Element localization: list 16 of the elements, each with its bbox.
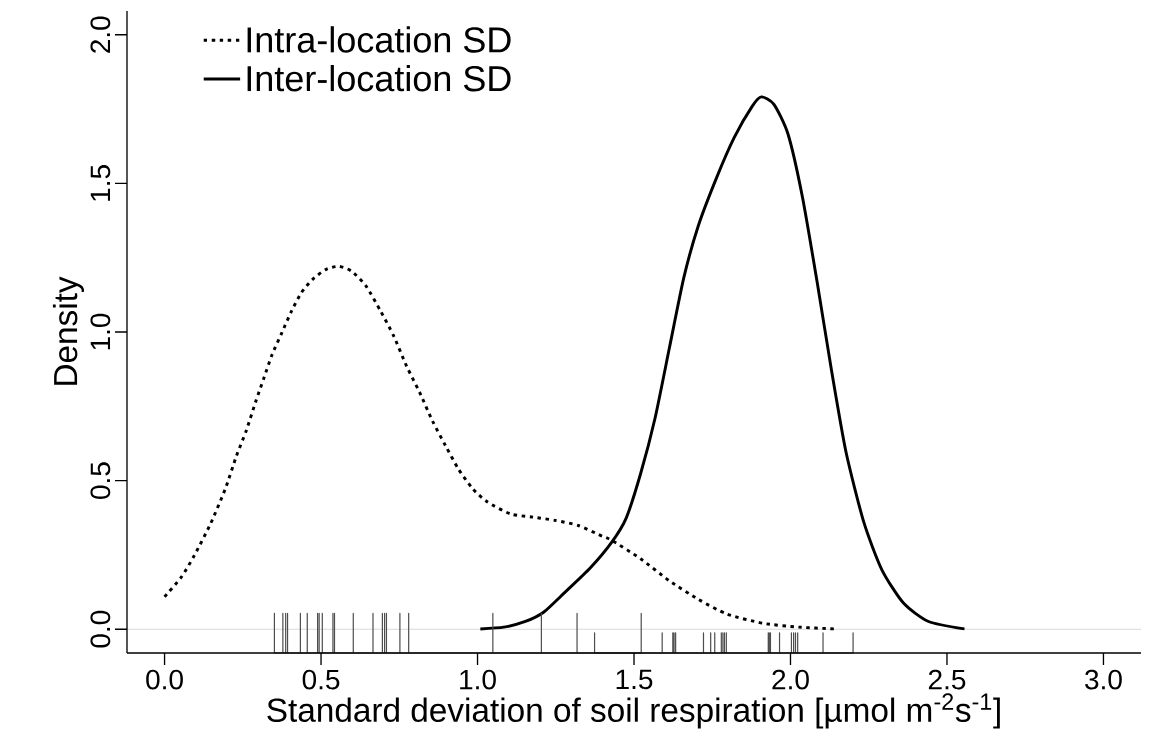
x-tick-label: 1.0	[460, 669, 496, 690]
y-tick-label: 0.0	[90, 610, 111, 648]
y-tick-label: 1.5	[90, 165, 111, 201]
y-tick-label: 1.0	[90, 313, 111, 350]
y-tick-label: 2.0	[90, 16, 111, 53]
x-tick-label: 2.5	[928, 669, 966, 690]
legend-label: Intra-location SD	[247, 26, 511, 53]
x-tick-label: 2.0	[772, 669, 809, 690]
x-tick-label: 3.0	[1085, 669, 1122, 690]
x-tick-label: 1.5	[616, 669, 653, 690]
x-tick-label: 0.5	[302, 669, 340, 690]
x-axis-title: Standard deviation of soil respiration [µmol m$^{-2}$s$^{-1}$]	[267, 693, 1000, 729]
y-tick-label: 0.5	[90, 462, 111, 499]
y-axis-title: Density	[52, 276, 84, 385]
x-tick-label: 0.0	[146, 669, 183, 690]
legend-label: Inter-location SD	[247, 64, 511, 92]
